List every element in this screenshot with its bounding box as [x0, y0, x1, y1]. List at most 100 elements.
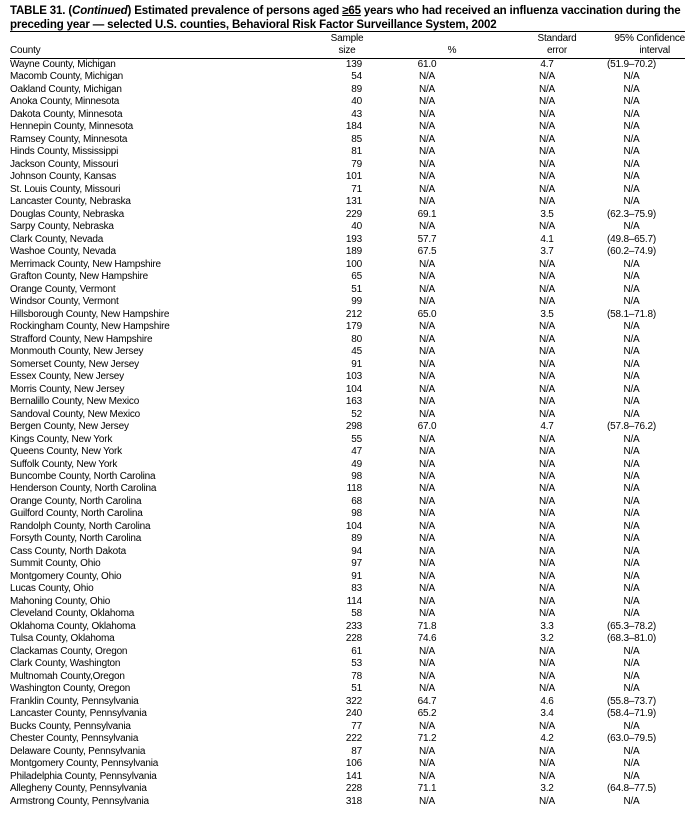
title-rule	[10, 31, 685, 32]
table-row: Bucks County, Pennsylvania 77 N/A N/A N/A	[10, 721, 674, 733]
table-row: Montgomery County, Ohio 91 N/A N/A N/A	[10, 571, 674, 583]
sample-size: 68	[351, 495, 362, 507]
percent: N/A	[418, 396, 436, 408]
standard-error: 4.7	[540, 421, 554, 433]
confidence-interval: N/A	[623, 171, 640, 183]
table-row: Douglas County, Nebraska 229 69.1 3.5 (62.3–…	[10, 209, 674, 221]
header-rule	[10, 58, 685, 59]
county-name: Grafton County, New Hampshire	[10, 271, 148, 283]
confidence-interval: (55.8–73.7)	[607, 695, 656, 707]
sample-size: 51	[351, 683, 362, 695]
sample-size: 298	[345, 421, 362, 433]
standard-error: N/A	[538, 658, 556, 670]
confidence-interval: N/A	[623, 758, 640, 770]
table-row: Philadelphia County, Pennsylvania 141 N/A N…	[10, 771, 674, 783]
sample-size: 40	[351, 221, 362, 233]
percent: N/A	[418, 333, 436, 345]
percent: N/A	[418, 271, 436, 283]
county-name: St. Louis County, Missouri	[10, 183, 121, 195]
sample-size: 106	[345, 758, 362, 770]
sample-size: 103	[345, 371, 362, 383]
standard-error: N/A	[538, 358, 556, 370]
table-row: Oklahoma County, Oklahoma 233 71.8 3.3 (65.3…	[10, 621, 674, 633]
standard-error: N/A	[538, 583, 556, 595]
county-name: Somerset County, New Jersey	[10, 358, 139, 370]
table-row: Grafton County, New Hampshire 65 N/A N/A N/A	[10, 271, 674, 283]
sample-size: 47	[351, 446, 362, 458]
confidence-interval: N/A	[623, 433, 640, 445]
standard-error: N/A	[538, 446, 556, 458]
sample-size: 40	[351, 96, 362, 108]
standard-error: 4.6	[540, 695, 554, 707]
percent: N/A	[418, 258, 436, 270]
standard-error: N/A	[538, 271, 556, 283]
standard-error: N/A	[538, 795, 556, 807]
confidence-interval: N/A	[623, 371, 640, 383]
percent: N/A	[418, 71, 436, 83]
header-standard-error: Standard error	[522, 33, 592, 57]
confidence-interval: N/A	[623, 296, 640, 308]
confidence-interval: N/A	[623, 720, 640, 732]
standard-error: N/A	[538, 670, 556, 682]
percent: 71.2	[417, 733, 437, 745]
confidence-interval: (60.2–74.9)	[607, 246, 656, 258]
table-row: Anoka County, Minnesota 40 N/A N/A N/A	[10, 96, 674, 108]
standard-error: N/A	[538, 183, 556, 195]
sample-size: 85	[351, 133, 362, 145]
table-row: Lancaster County, Pennsylvania 240 65.2 3.4…	[10, 708, 674, 720]
standard-error: N/A	[538, 258, 556, 270]
standard-error: N/A	[538, 171, 556, 183]
percent: N/A	[418, 96, 436, 108]
confidence-interval: (51.9–70.2)	[607, 59, 656, 70]
confidence-interval: N/A	[623, 545, 640, 557]
header-se-line1: Standard	[537, 33, 577, 44]
percent: N/A	[418, 196, 436, 208]
sample-size: 139	[345, 59, 362, 70]
sample-size: 184	[345, 121, 362, 133]
sample-size: 91	[351, 358, 362, 370]
percent: N/A	[418, 108, 436, 120]
county-name: Allegheny County, Pennsylvania	[10, 783, 147, 795]
percent: N/A	[418, 545, 436, 557]
sample-size: 52	[351, 408, 362, 420]
sample-size: 80	[351, 333, 362, 345]
confidence-interval: N/A	[623, 121, 640, 133]
sample-size: 54	[351, 71, 362, 83]
standard-error: N/A	[538, 96, 556, 108]
percent: N/A	[418, 183, 436, 195]
county-name: Suffolk County, New York	[10, 458, 118, 470]
county-name: Henderson County, North Carolina	[10, 483, 157, 495]
table-row: Kings County, New York 55 N/A N/A N/A	[10, 434, 674, 446]
confidence-interval: N/A	[623, 470, 640, 482]
sample-size: 45	[351, 346, 362, 358]
county-name: Ramsey County, Minnesota	[10, 133, 128, 145]
sample-size: 99	[351, 296, 362, 308]
county-name: Bergen County, New Jersey	[10, 421, 129, 433]
title-prefix: TABLE 31. (	[10, 5, 73, 17]
sample-size: 43	[351, 108, 362, 120]
sample-size: 322	[345, 695, 362, 707]
percent: N/A	[418, 321, 436, 333]
standard-error: N/A	[538, 221, 556, 233]
sample-size: 104	[345, 383, 362, 395]
county-name: Orange County, North Carolina	[10, 495, 142, 507]
county-name: Washoe County, Nevada	[10, 246, 116, 258]
confidence-interval: N/A	[623, 745, 640, 757]
table-row: Washoe County, Nevada 189 67.5 3.7 (60.2–74.…	[10, 246, 674, 258]
standard-error: N/A	[538, 133, 556, 145]
table-row: Rockingham County, New Hampshire 179 N/A N/…	[10, 321, 674, 333]
standard-error: N/A	[538, 720, 556, 732]
county-name: Delaware County, Pennsylvania	[10, 745, 146, 757]
sample-size: 98	[351, 470, 362, 482]
sample-size: 97	[351, 558, 362, 570]
county-name: Clackamas County, Oregon	[10, 645, 128, 657]
percent: N/A	[418, 795, 436, 807]
table-row: Washington County, Oregon 51 N/A N/A N/A	[10, 683, 674, 695]
standard-error: N/A	[538, 371, 556, 383]
county-name: Kings County, New York	[10, 433, 113, 445]
sample-size: 94	[351, 545, 362, 557]
standard-error: N/A	[538, 333, 556, 345]
percent: 61.0	[417, 59, 437, 70]
sample-size: 240	[345, 708, 362, 720]
county-name: Buncombe County, North Carolina	[10, 470, 156, 482]
